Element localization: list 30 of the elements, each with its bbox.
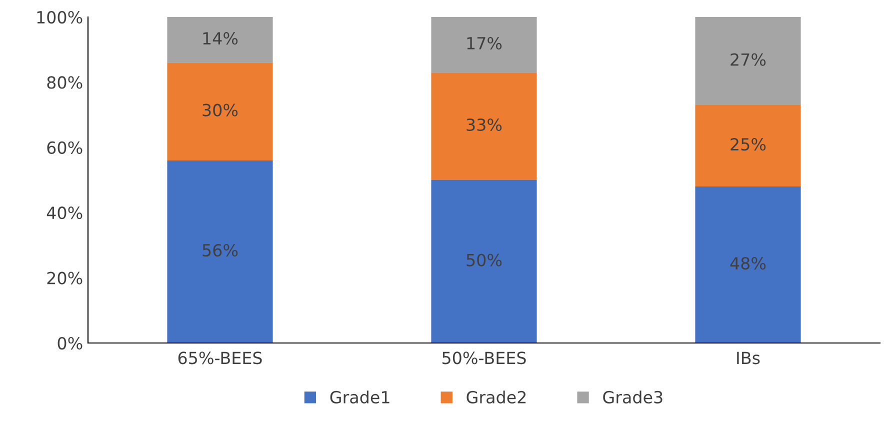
x-tick-label: IBs (737, 352, 760, 364)
data-label: 30% (202, 104, 238, 116)
legend-label: Grade1 (330, 390, 390, 404)
y-tick-label: 80% (47, 76, 82, 89)
bar (167, 160, 273, 343)
data-label: 50% (466, 254, 502, 266)
data-label: 25% (730, 138, 766, 151)
y-tick-label: 40% (46, 206, 82, 220)
data-label: 48% (730, 256, 766, 270)
bar (431, 72, 537, 180)
legend-label: Grade3 (603, 390, 662, 404)
y-tick-label: 0% (58, 336, 82, 350)
x-tick-label: 65%-BEES (178, 352, 262, 364)
y-tick-label: 60% (47, 141, 82, 154)
bar (167, 17, 273, 63)
data-label: 17% (467, 36, 502, 50)
y-tick-label: 100% (37, 10, 82, 24)
bar (167, 62, 273, 160)
data-label: 56% (202, 244, 238, 257)
bar (695, 105, 801, 187)
bar (695, 186, 801, 343)
bar (431, 17, 537, 72)
bar (695, 17, 801, 106)
data-label: 33% (466, 118, 502, 132)
bar (431, 180, 537, 343)
data-label: 14% (203, 32, 238, 45)
data-label: 27% (730, 53, 766, 66)
y-tick-label: 20% (47, 272, 82, 284)
x-tick-label: 50%-BEES (442, 352, 526, 364)
legend-label: Grade2 (466, 390, 526, 404)
